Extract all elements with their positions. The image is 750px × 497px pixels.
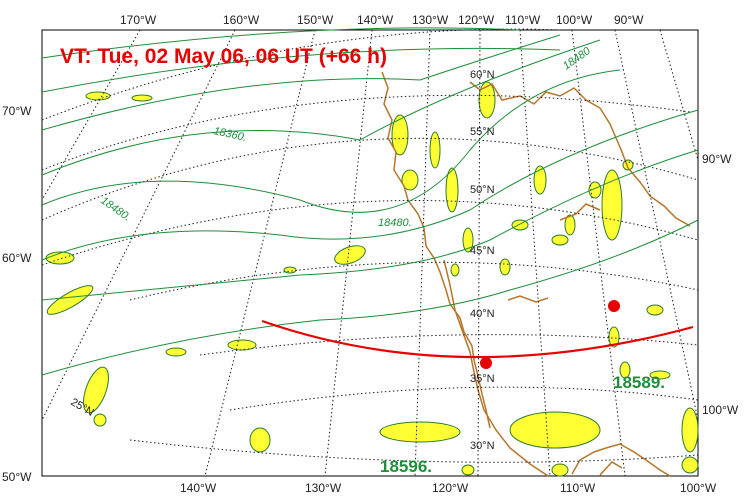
- plot-frame: [41, 29, 699, 477]
- track-point-west: [480, 357, 492, 369]
- lon-label-top: 110°W: [505, 13, 541, 27]
- lon-label-top: 100°W: [556, 13, 593, 27]
- valid-time-title: VT: Tue, 02 May 06, 06 UT (+66 h): [60, 45, 387, 68]
- contour-label: 18480.: [378, 217, 412, 229]
- lon-label-right: 90°W: [702, 152, 732, 166]
- lon-label-top: 140°W: [357, 13, 394, 27]
- lon-label-top: 90°W: [614, 13, 644, 27]
- track-point-east: [608, 300, 620, 312]
- lon-label-top: 160°W: [223, 13, 260, 27]
- lon-label-right: 100°W: [702, 403, 739, 417]
- high-label: 18589.: [613, 373, 665, 392]
- lon-label-bottom: 110°W: [560, 481, 596, 495]
- lon-label-bottom: 100°W: [680, 481, 717, 495]
- lon-label-bottom: 140°W: [180, 481, 217, 495]
- lat-label: 35°N: [470, 373, 495, 385]
- lon-label-bottom: 120°W: [432, 481, 469, 495]
- jet-streaks: [45, 81, 699, 477]
- lat-label: 45°N: [470, 245, 495, 257]
- lon-label-bottom: 130°W: [305, 481, 342, 495]
- lon-label-left: 70°W: [2, 104, 32, 118]
- lon-label-top: 120°W: [458, 13, 495, 27]
- lon-label-top: 130°W: [412, 13, 449, 27]
- lon-label-left: 50°W: [2, 470, 32, 484]
- lat-label: 50°N: [470, 184, 495, 196]
- high-label: 18596.: [380, 457, 432, 476]
- lon-label-left: 60°W: [2, 251, 32, 265]
- lat-label: 40°N: [470, 308, 495, 320]
- height-contours: [41, 27, 699, 376]
- lat-label: 60°N: [470, 69, 495, 81]
- lat-label: 55°N: [470, 126, 495, 138]
- lon-label-top: 170°W: [120, 13, 157, 27]
- coastlines: [381, 71, 691, 477]
- lat-label: 30°N: [470, 440, 495, 452]
- graticule: [41, 28, 699, 477]
- lon-label-top: 150°W: [297, 13, 334, 27]
- track-line: [261, 319, 694, 359]
